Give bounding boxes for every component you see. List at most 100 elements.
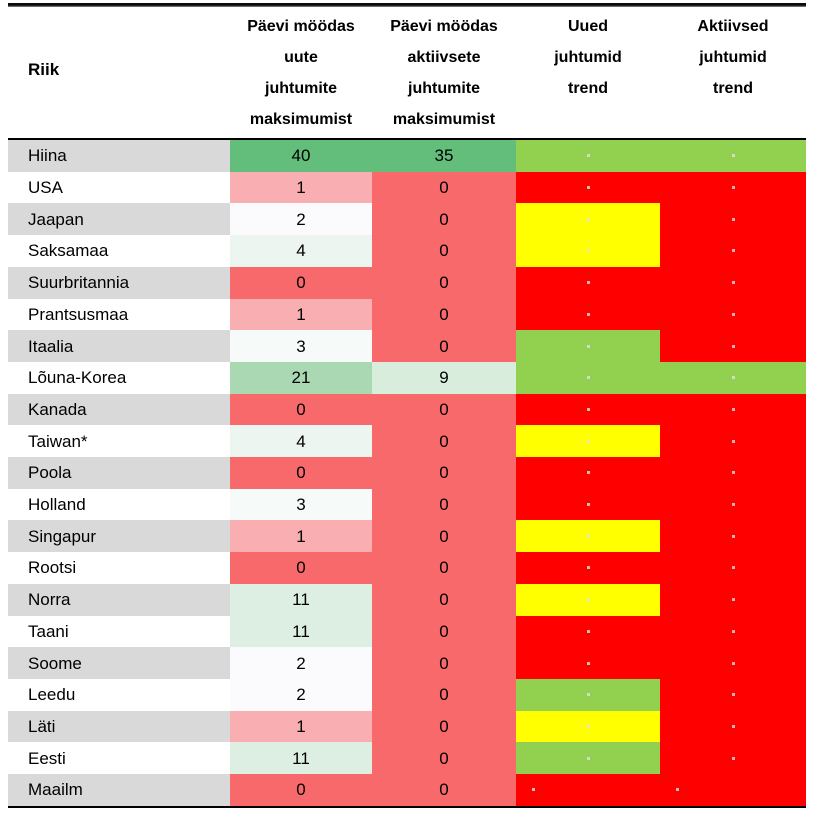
country-cell: Leedu <box>8 678 230 711</box>
sparkline-dot <box>731 407 735 411</box>
days-since-active-max-cell: 0 <box>372 457 516 489</box>
sparkline-dot <box>586 629 590 633</box>
days-since-active-max-cell: 0 <box>372 647 516 679</box>
country-cell: Soome <box>8 647 230 679</box>
active-cases-trend-cell <box>660 393 806 426</box>
sparkline-dot <box>586 693 590 697</box>
table-row: Rootsi 0 0 <box>8 552 806 584</box>
new-cases-trend-cell <box>516 330 660 362</box>
days-since-new-max-cell: 21 <box>230 361 372 394</box>
sparkline-dot <box>586 407 590 411</box>
days-since-new-max-cell: 11 <box>230 583 372 616</box>
sparkline-dot <box>586 249 590 253</box>
new-cases-trend-cell <box>516 742 660 775</box>
active-cases-trend-cell <box>660 457 806 489</box>
active-cases-trend-cell <box>660 235 806 267</box>
country-cell: Kanada <box>8 393 230 426</box>
header-country: Riik <box>28 60 60 79</box>
sparkline-dot <box>586 756 590 760</box>
sparkline-dot <box>731 249 735 253</box>
table-row: Läti 1 0 <box>8 710 806 743</box>
country-cell: Prantsusmaa <box>8 298 230 331</box>
days-since-new-max-cell: 0 <box>230 457 372 489</box>
sparkline-dot <box>586 471 590 475</box>
table-row: Saksamaa 4 0 <box>8 235 806 267</box>
new-cases-trend-cell <box>516 774 660 806</box>
sparkline-dot <box>586 217 590 221</box>
days-since-new-max-cell: 3 <box>230 488 372 521</box>
active-cases-trend-cell <box>660 266 806 299</box>
table-row: Taani 11 0 <box>8 615 806 648</box>
new-cases-trend-cell <box>516 488 660 521</box>
sparkline-dot <box>731 217 735 221</box>
days-since-active-max-cell: 0 <box>372 330 516 362</box>
days-since-new-max-cell: 0 <box>230 393 372 426</box>
new-cases-trend-cell <box>516 520 660 553</box>
table-row: Kanada 0 0 <box>8 393 806 426</box>
active-cases-trend-cell <box>660 171 806 204</box>
sparkline-dot <box>731 693 735 697</box>
sparkline-dot <box>731 725 735 728</box>
table-row: Itaalia 3 0 <box>8 330 806 362</box>
active-cases-trend-cell <box>660 361 806 394</box>
sparkline-dot <box>731 154 735 158</box>
sparkline-dot <box>676 788 679 792</box>
new-cases-trend-cell <box>516 615 660 648</box>
sparkline-dot <box>731 186 735 190</box>
days-since-active-max-cell: 0 <box>372 298 516 331</box>
days-since-new-max-cell: 4 <box>230 235 372 267</box>
sparkline-dot <box>731 312 735 316</box>
days-since-new-max-cell: 1 <box>230 520 372 553</box>
table-row: Norra 11 0 <box>8 583 806 616</box>
days-since-active-max-cell: 0 <box>372 266 516 299</box>
sparkline-dot <box>586 725 590 728</box>
active-cases-trend-cell <box>660 647 806 679</box>
active-cases-trend-cell <box>660 678 806 711</box>
country-cell: Rootsi <box>8 552 230 584</box>
days-since-new-max-cell: 2 <box>230 678 372 711</box>
new-cases-trend-cell <box>516 583 660 616</box>
table-row: Soome 2 0 <box>8 647 806 679</box>
active-cases-trend-cell <box>660 615 806 648</box>
new-cases-trend-cell <box>516 425 660 458</box>
active-cases-trend-cell <box>660 425 806 458</box>
covid-country-table: Riik Päevi möödas uute juhtumite maksimu… <box>8 3 806 808</box>
sparkline-dot <box>586 281 590 285</box>
days-since-new-max-cell: 4 <box>230 425 372 458</box>
table-row: Holland 3 0 <box>8 488 806 521</box>
table-row: Lõuna-Korea 21 9 <box>8 361 806 394</box>
country-cell: USA <box>8 171 230 204</box>
country-cell: Saksamaa <box>8 235 230 267</box>
new-cases-trend-cell <box>516 235 660 267</box>
sparkline-dot <box>731 376 735 380</box>
sparkline-dot <box>731 566 735 570</box>
table-row: Hiina 40 35 <box>8 140 806 172</box>
active-cases-trend-cell <box>660 552 806 584</box>
days-since-active-max-cell: 9 <box>372 361 516 394</box>
table-row: Taiwan* 4 0 <box>8 425 806 458</box>
days-since-new-max-cell: 1 <box>230 298 372 331</box>
table-row: Jaapan 2 0 <box>8 203 806 236</box>
days-since-active-max-cell: 0 <box>372 393 516 426</box>
header-days-since-new-max: Päevi möödas uute juhtumite maksimumist <box>247 18 355 128</box>
table-row: Prantsusmaa 1 0 <box>8 298 806 331</box>
sparkline-dot <box>586 534 590 538</box>
sparkline-dot <box>731 281 735 285</box>
table-row: USA 1 0 <box>8 171 806 204</box>
country-cell: Taiwan* <box>8 425 230 458</box>
sparkline-dot <box>586 186 590 190</box>
table-row: Suurbritannia 0 0 <box>8 266 806 299</box>
new-cases-trend-cell <box>516 171 660 204</box>
days-since-new-max-cell: 0 <box>230 552 372 584</box>
sparkline-dot <box>731 439 735 443</box>
sparkline-dot <box>731 661 735 665</box>
sparkline-dot <box>532 788 535 792</box>
days-since-active-max-cell: 0 <box>372 615 516 648</box>
country-cell: Läti <box>8 710 230 743</box>
country-cell: Holland <box>8 488 230 521</box>
table-row: Singapur 1 0 <box>8 520 806 553</box>
new-cases-trend-cell <box>516 710 660 743</box>
country-cell: Lõuna-Korea <box>8 361 230 394</box>
table-top-border <box>8 3 806 7</box>
